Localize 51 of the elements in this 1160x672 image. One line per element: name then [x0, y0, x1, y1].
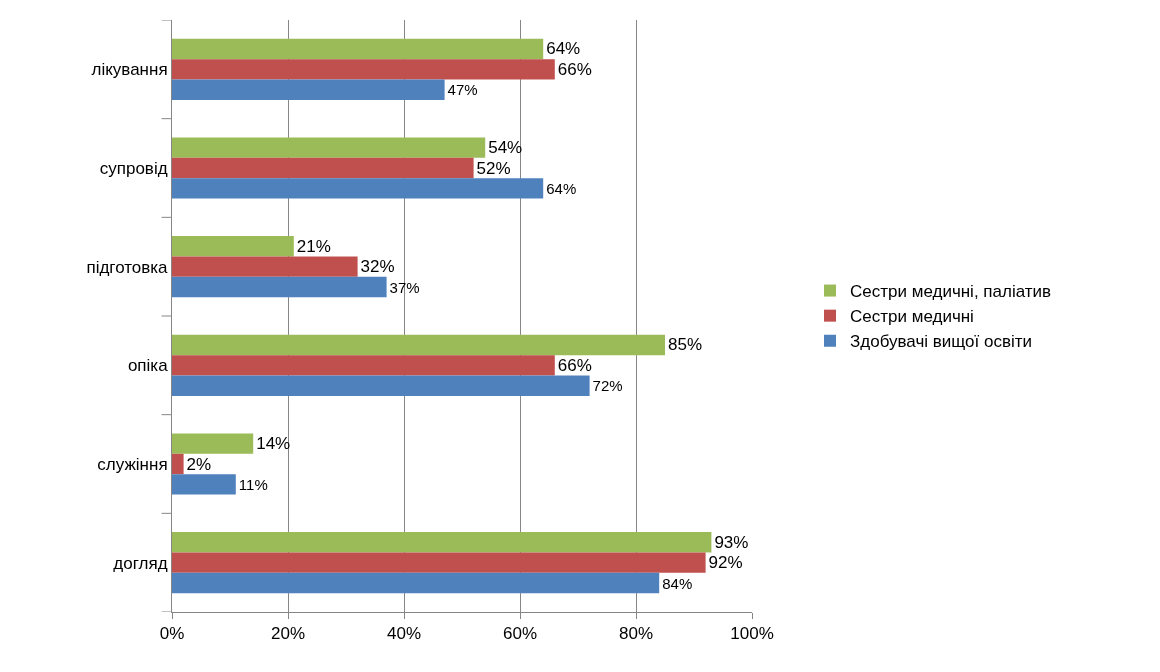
bar: [172, 256, 358, 277]
data-label: 93%: [714, 532, 749, 552]
bar: [172, 453, 184, 475]
x-tick-label: 40%: [386, 624, 422, 644]
data-label: 72%: [592, 377, 623, 395]
y-tick-label: служіння: [97, 454, 168, 474]
bar: [172, 137, 486, 158]
data-label: 92%: [708, 553, 743, 573]
bar: [172, 59, 555, 80]
data-label: 11%: [238, 475, 268, 493]
bar: [172, 572, 660, 594]
bar: [172, 79, 445, 100]
data-label: 66%: [557, 355, 592, 375]
data-label: 54%: [488, 138, 523, 158]
legend-label: Здобувачі вищої освіти: [850, 332, 1033, 352]
x-tick-label: 0%: [159, 624, 185, 644]
bar: [172, 474, 236, 495]
data-label: 21%: [296, 236, 331, 256]
y-tick-label: догляд: [113, 553, 168, 573]
bar: [172, 38, 544, 60]
y-tick-label: підготовка: [86, 257, 169, 277]
bar: [172, 532, 712, 553]
x-tick-label: 100%: [730, 624, 774, 644]
data-label: 14%: [256, 434, 291, 454]
data-label: 32%: [360, 257, 395, 277]
data-label: 85%: [668, 335, 703, 355]
data-label: 47%: [447, 81, 478, 99]
x-tick-label: 20%: [270, 624, 306, 644]
y-tick-label: супровід: [99, 158, 168, 178]
legend-label: Сестри медичні: [850, 307, 974, 327]
bar: [172, 552, 706, 573]
x-tick-label: 80%: [618, 624, 654, 644]
bar: [172, 334, 665, 356]
bar: [172, 355, 555, 376]
legend-label: Сестри медичні, паліатив: [850, 282, 1052, 302]
data-label: 52%: [476, 158, 511, 178]
bar: [172, 276, 387, 298]
data-label: 64%: [546, 39, 581, 59]
y-tick-label: лікування: [91, 60, 168, 80]
bar: [172, 178, 544, 199]
x-tick-label: 60%: [502, 624, 538, 644]
data-label: 84%: [662, 574, 693, 592]
bar: [172, 375, 590, 396]
y-tick-label: опіка: [127, 356, 169, 376]
data-label: 37%: [389, 278, 420, 296]
data-label: 66%: [557, 59, 592, 79]
bar: [172, 433, 254, 454]
bar: [172, 157, 474, 179]
bar: [172, 236, 294, 257]
data-label: 64%: [546, 179, 577, 197]
data-label: 2%: [186, 454, 212, 474]
